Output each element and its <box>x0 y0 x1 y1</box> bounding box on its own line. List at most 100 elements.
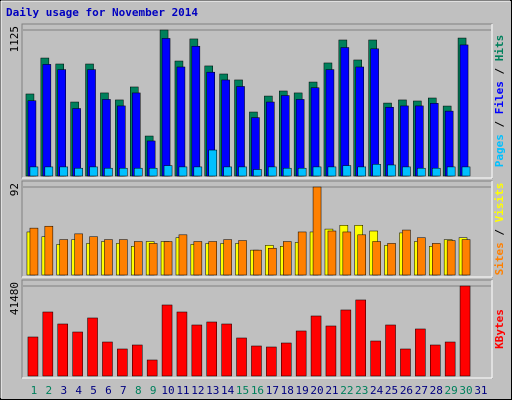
bar <box>44 225 54 276</box>
bar <box>444 110 454 177</box>
x-tick-label: 8 <box>135 384 142 397</box>
bar <box>208 149 217 177</box>
legend-entry: Sites <box>493 242 506 275</box>
x-tick-label: 5 <box>90 384 97 397</box>
bar <box>417 237 426 276</box>
x-tick-label: 27 <box>415 384 428 397</box>
bar <box>417 167 426 177</box>
bar <box>74 167 83 177</box>
bar <box>148 243 158 276</box>
x-tick-label: 25 <box>385 384 398 397</box>
bar <box>119 239 128 276</box>
bar <box>444 341 456 377</box>
bar <box>283 167 292 177</box>
bar <box>415 328 426 377</box>
bar <box>400 105 409 177</box>
bar <box>251 345 262 377</box>
x-tick-label: 22 <box>340 384 353 397</box>
bar <box>430 344 441 377</box>
bar <box>415 105 424 177</box>
bar <box>461 239 471 276</box>
bar <box>208 241 217 276</box>
bar <box>357 234 366 276</box>
bar <box>281 342 292 377</box>
bar <box>266 346 277 377</box>
bar <box>402 166 411 177</box>
legend-separator: / <box>493 114 506 134</box>
bar <box>148 167 158 177</box>
bar <box>57 323 68 377</box>
y-tick-label: 92 <box>8 183 21 196</box>
bar <box>268 166 277 177</box>
bar <box>342 231 352 276</box>
x-tick-label: 18 <box>281 384 294 397</box>
bar <box>27 336 39 377</box>
legend-entry: Visits <box>493 183 506 223</box>
bar <box>161 38 171 177</box>
bar <box>251 117 260 177</box>
x-tick-label: 31 <box>474 384 487 397</box>
x-tick-label: 11 <box>176 384 189 397</box>
bar <box>89 166 98 177</box>
bar <box>87 317 98 377</box>
bar <box>355 66 364 177</box>
bar <box>446 166 456 177</box>
bar <box>432 243 441 276</box>
bar <box>59 166 68 177</box>
bar <box>312 166 322 177</box>
bar <box>281 95 290 177</box>
bar <box>102 99 111 177</box>
bar <box>119 167 128 177</box>
bar <box>161 304 173 377</box>
bar <box>29 166 39 177</box>
legend-entry: Hits <box>493 35 506 62</box>
bar <box>459 44 469 177</box>
bar <box>370 340 381 377</box>
bar <box>44 166 54 177</box>
bar <box>387 164 396 177</box>
bar <box>327 230 337 276</box>
x-tick-label: 12 <box>191 384 204 397</box>
bar <box>459 285 471 377</box>
y-tick-label: 1125 <box>8 26 21 53</box>
bar <box>325 69 335 177</box>
bar <box>446 240 456 276</box>
bar <box>57 69 66 177</box>
x-tick-label: 26 <box>400 384 413 397</box>
bar <box>27 100 37 177</box>
legend-entry: Pages <box>493 134 506 167</box>
bar <box>295 99 305 177</box>
x-tick-label: 19 <box>296 384 309 397</box>
bar <box>221 323 232 377</box>
bar <box>191 45 201 177</box>
bar <box>223 239 232 276</box>
bar <box>42 311 54 377</box>
bar <box>385 324 396 377</box>
bar <box>178 166 188 177</box>
legend-entry: KBytes <box>493 309 506 349</box>
x-tick-label: 28 <box>430 384 443 397</box>
bar <box>238 240 247 276</box>
bar <box>72 108 81 177</box>
chart-title: Daily usage for November 2014 <box>6 6 198 19</box>
bar <box>400 348 411 377</box>
bar <box>102 341 113 377</box>
y-tick-label: 41480 <box>8 282 21 315</box>
bar <box>221 79 230 177</box>
bar <box>297 231 307 276</box>
legend: Pages / Files / Hits <box>493 35 506 168</box>
x-tick-label: 20 <box>310 384 323 397</box>
bar <box>117 105 126 177</box>
bar <box>340 47 350 177</box>
bar <box>295 330 307 377</box>
bar <box>163 241 173 276</box>
bar <box>310 87 320 177</box>
bar <box>283 241 292 276</box>
bar <box>372 241 381 276</box>
bar <box>223 166 232 177</box>
x-tick-label: 6 <box>105 384 112 397</box>
bar <box>253 169 262 177</box>
x-tick-label: 10 <box>161 384 174 397</box>
